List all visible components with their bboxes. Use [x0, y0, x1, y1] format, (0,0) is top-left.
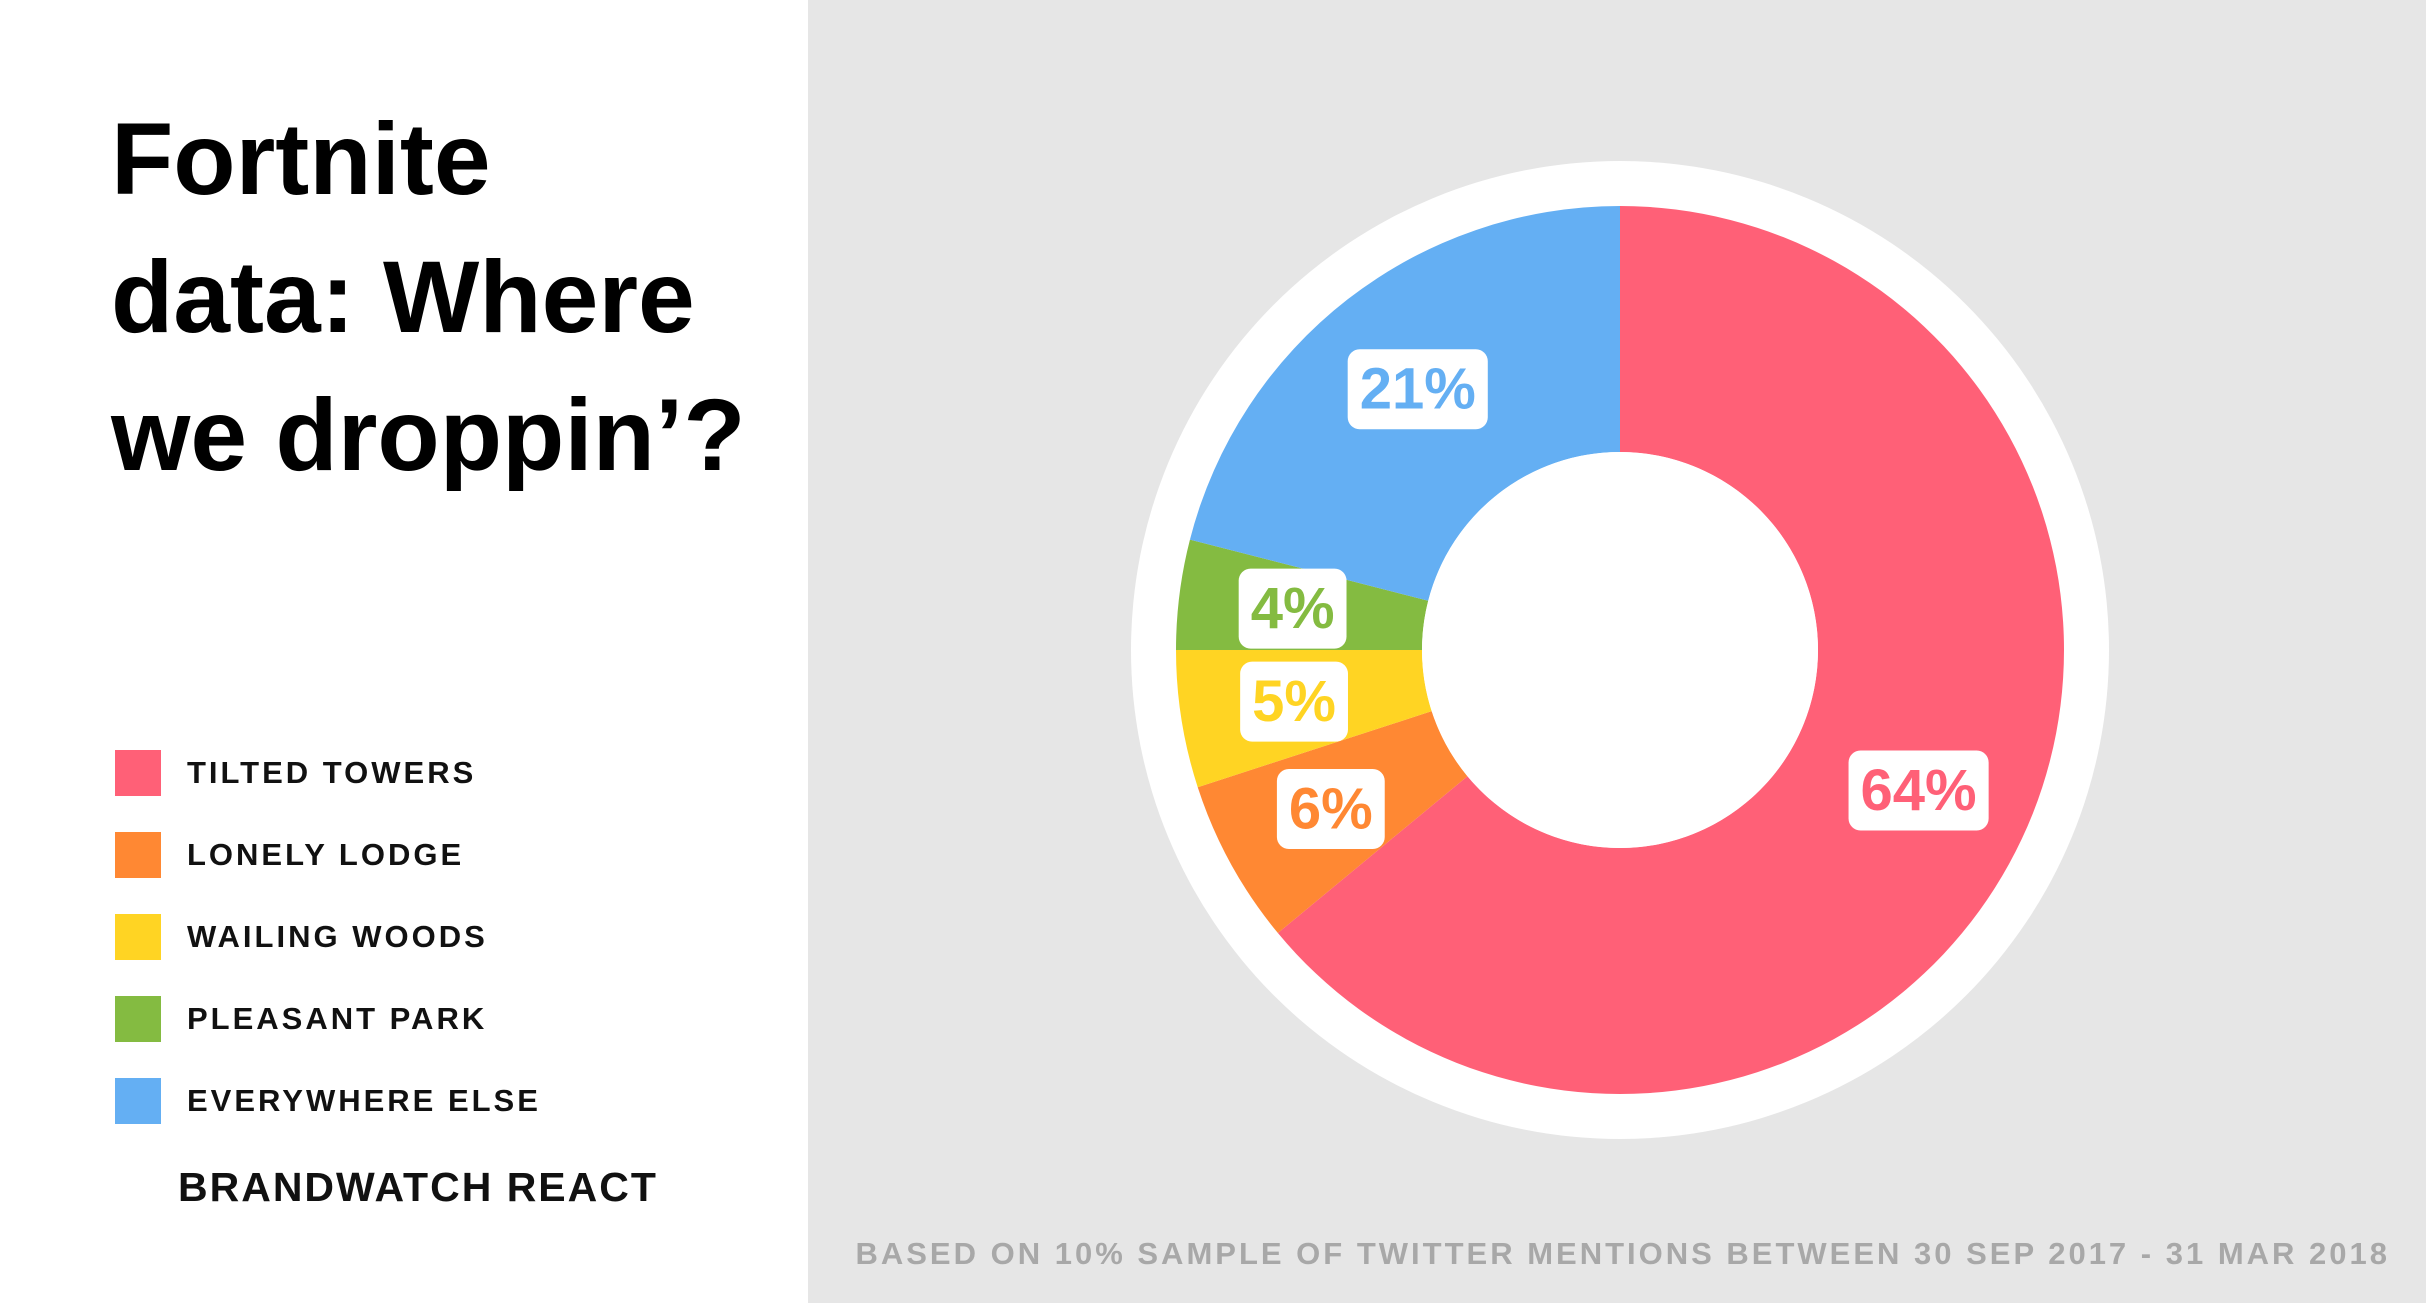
legend-item: EVERYWHERE ELSE	[115, 1060, 541, 1142]
value-label: 6%	[1289, 776, 1373, 841]
legend-swatch	[115, 914, 161, 960]
legend-swatch	[115, 750, 161, 796]
donut-hole	[1422, 452, 1818, 848]
chart-panel: 64% 6% 5% 4% 21% BASED ON 10% SAMPLE OF TWIT…	[808, 0, 2426, 1303]
legend-item: LONELY LODGE	[115, 814, 541, 896]
value-label-box	[1848, 750, 1989, 831]
legend-item: TILTED TOWERS	[115, 732, 541, 814]
legend-label: EVERYWHERE ELSE	[187, 1083, 541, 1118]
legend-label: WAILING WOODS	[187, 919, 488, 954]
value-label-box	[1240, 661, 1348, 742]
legend-swatch	[115, 832, 161, 878]
footnote: BASED ON 10% SAMPLE OF TWITTER MENTIONS …	[855, 1236, 2390, 1271]
legend-label: LONELY LODGE	[187, 837, 465, 872]
legend-item: PLEASANT PARK	[115, 978, 541, 1060]
legend-item: WAILING WOODS	[115, 896, 541, 978]
left-panel: Fortnite data: Where we droppin’? TILTED…	[0, 0, 808, 1303]
value-label-box	[1238, 568, 1347, 649]
value-label: 4%	[1251, 576, 1335, 641]
value-label: 21%	[1360, 357, 1476, 422]
value-label: 64%	[1861, 758, 1977, 823]
legend: TILTED TOWERS LONELY LODGE WAILING WOODS PL…	[115, 732, 541, 1142]
chart-title: Fortnite data: Where we droppin’?	[111, 102, 746, 492]
legend-swatch	[115, 996, 161, 1042]
value-label: 5%	[1252, 669, 1336, 734]
source: BRANDWATCH REACT	[178, 1164, 658, 1210]
legend-label: TILTED TOWERS	[187, 755, 477, 790]
slice	[1277, 206, 2064, 1094]
chart: 64% 6% 5% 4% 21%	[1131, 161, 2109, 1139]
legend-label: PLEASANT PARK	[187, 1001, 488, 1036]
legend-swatch	[115, 1078, 161, 1124]
value-label-box	[1347, 349, 1488, 430]
value-label-box	[1276, 768, 1385, 849]
